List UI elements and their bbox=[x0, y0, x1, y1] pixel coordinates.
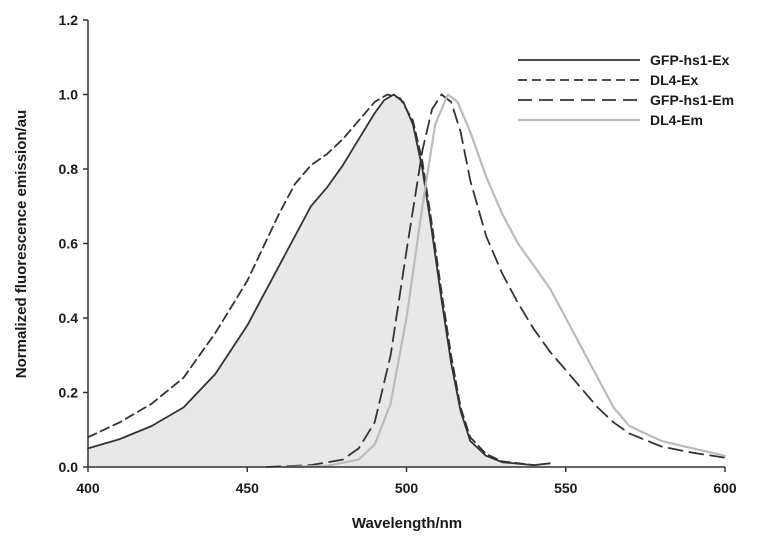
y-tick-label: 1.2 bbox=[59, 12, 79, 28]
y-axis-title: Normalized fluorescence emission/au bbox=[13, 110, 30, 378]
series-area-fill bbox=[88, 94, 550, 467]
y-tick-label: 0.4 bbox=[59, 310, 79, 326]
y-tick-label: 0.8 bbox=[59, 161, 79, 177]
series-layer bbox=[87, 93, 727, 469]
legend-label: GFP-hs1-Em bbox=[650, 92, 734, 108]
x-tick-label: 600 bbox=[713, 480, 737, 496]
legend-label: GFP-hs1-Ex bbox=[650, 52, 730, 68]
x-tick-label: 550 bbox=[554, 480, 578, 496]
series-line-gfp-hs1-em bbox=[265, 93, 726, 468]
legend-label: DL4-Em bbox=[650, 112, 703, 128]
y-tick-label: 0.0 bbox=[59, 459, 79, 475]
x-tick-label: 500 bbox=[395, 480, 419, 496]
x-tick-label: 400 bbox=[76, 480, 100, 496]
legend-label: DL4-Ex bbox=[650, 72, 698, 88]
y-tick-label: 0.2 bbox=[59, 385, 79, 401]
y-ticks: 0.0 0.2 0.4 0.6 0.8 1.0 1.2 bbox=[59, 12, 88, 475]
x-axis-title: Wavelength/nm bbox=[352, 515, 462, 532]
series-line-dl4-em bbox=[284, 93, 727, 469]
y-tick-label: 0.6 bbox=[59, 236, 79, 252]
y-tick-label: 1.0 bbox=[59, 87, 79, 103]
series-line-gfp-hs1-ex bbox=[87, 93, 551, 467]
legend: GFP-hs1-Ex DL4-Ex GFP-hs1-Em DL4-Em bbox=[518, 52, 734, 128]
series-line-dl4-ex bbox=[87, 93, 535, 467]
fill-layer bbox=[88, 94, 550, 467]
x-ticks: 400 450 500 550 600 bbox=[76, 467, 737, 496]
x-tick-label: 450 bbox=[236, 480, 260, 496]
